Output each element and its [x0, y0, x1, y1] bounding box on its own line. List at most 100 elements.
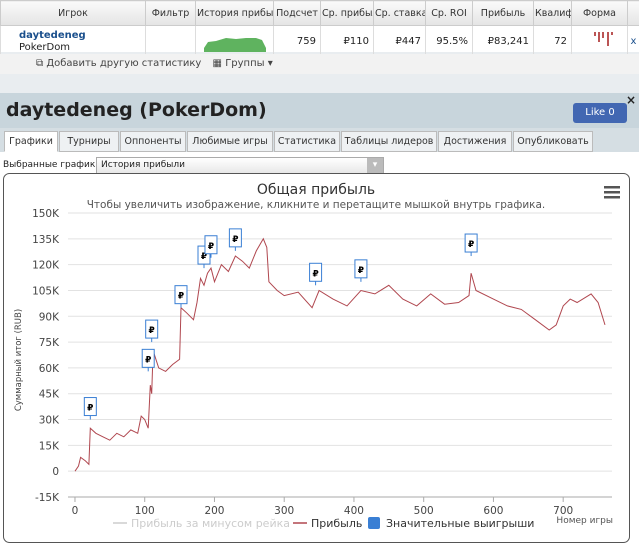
tab[interactable]: Графики — [4, 131, 58, 152]
marker-label: ₽ — [468, 240, 474, 250]
win-marker[interactable]: ₽ — [354, 259, 368, 282]
marker-box — [309, 262, 323, 282]
y-axis-label: Суммарный итог (RUB) — [14, 309, 24, 411]
like-button[interactable]: Like 0 — [573, 103, 627, 123]
y-tick-label: 45K — [39, 389, 60, 401]
marker-label: ₽ — [178, 292, 184, 302]
chart: Общая прибыль Чтобы увеличить изображени… — [3, 173, 630, 543]
column-header[interactable]: Ср. ставка — [373, 0, 426, 26]
column-header-empty — [627, 0, 639, 26]
y-tick-label: 135K — [32, 234, 60, 246]
marker-box — [141, 348, 155, 368]
y-tick-label: 30K — [39, 415, 60, 427]
chart-subtitle: Чтобы увеличить изображение, кликните и … — [87, 199, 546, 211]
tab[interactable]: Достижения — [438, 131, 512, 152]
win-marker[interactable]: ₽ — [83, 397, 97, 420]
marker-box — [174, 285, 188, 305]
marker-label: ₽ — [87, 404, 93, 414]
tabs: Графики Турниры Оппоненты Любимые игры Стати… — [0, 128, 639, 152]
win-marker[interactable]: ₽ — [204, 235, 218, 258]
y-tick-label: 120K — [32, 260, 60, 272]
legend-swatch — [368, 517, 380, 529]
marker-label: ₽ — [312, 269, 318, 279]
column-header[interactable]: Ср. ROI — [425, 0, 473, 26]
sparkline — [204, 38, 266, 52]
column-header[interactable]: Подсчет — [273, 0, 321, 26]
selector[interactable]: История прибыли ▾ — [96, 157, 384, 174]
y-tick-label: 0 — [52, 466, 59, 478]
marker-label: ₽ — [201, 252, 207, 262]
tab[interactable]: Опубликовать — [513, 131, 593, 152]
win-marker[interactable]: ₽ — [145, 319, 159, 343]
column-header[interactable]: Ср. прибыль — [320, 0, 374, 26]
tab[interactable]: Турниры — [59, 131, 119, 152]
x-tick-label: 700 — [553, 505, 573, 517]
toolbar: ⧉ Добавить другую статистику ▦ Группы ▾ — [0, 54, 639, 74]
column-header[interactable]: История прибыли — [195, 0, 274, 26]
selector-value: История прибыли — [101, 160, 185, 170]
y-tick-label: -15K — [35, 492, 60, 504]
column-header[interactable]: Игрок — [0, 0, 146, 26]
marker-label: ₽ — [358, 266, 364, 276]
player-title: daytedeneg (PokerDom) — [6, 99, 267, 121]
add-stat[interactable]: Добавить другую статистику — [46, 58, 202, 69]
profit: ₽83,241 — [472, 25, 534, 58]
tab[interactable]: Оппоненты — [120, 131, 186, 152]
x-tick-label: 300 — [274, 505, 294, 517]
marker-label: ₽ — [145, 355, 151, 365]
x-tick-label: 100 — [135, 505, 155, 517]
column-header[interactable]: Прибыль — [472, 0, 534, 26]
roi: 95.5% — [425, 25, 473, 58]
avg-stake: ₽447 — [373, 25, 426, 58]
legend-label[interactable]: Прибыль за минусом рейка — [131, 517, 290, 530]
x-axis-label: Номер игры — [556, 516, 613, 526]
profit-line — [74, 237, 606, 472]
tab[interactable]: Таблицы лидеров — [341, 131, 437, 152]
marker-box — [204, 235, 218, 255]
column-header[interactable]: Квалиф — [533, 0, 572, 26]
avg-profit: ₽110 — [320, 25, 374, 58]
count: 759 — [273, 25, 321, 58]
win-marker[interactable]: ₽ — [228, 228, 242, 251]
marker-box — [464, 233, 478, 253]
player-link[interactable]: daytedeneg — [19, 29, 86, 41]
site: PokerDom — [19, 41, 71, 53]
win-marker[interactable]: ₽ — [174, 285, 188, 308]
qual: 72 — [533, 25, 572, 58]
selector-label: Выбранные графики: — [3, 160, 105, 170]
y-tick-label: 105K — [32, 285, 60, 297]
close-row[interactable]: x — [627, 25, 639, 58]
y-tick-label: 60K — [39, 363, 60, 375]
legend-label[interactable]: Значительные выигрыши — [386, 517, 534, 530]
column-header[interactable]: Фильтр — [145, 0, 196, 26]
marker-box — [228, 228, 242, 248]
y-tick-label: 75K — [39, 337, 60, 349]
marker-label: ₽ — [232, 235, 238, 245]
groups[interactable]: Группы — [225, 58, 265, 69]
y-tick-label: 90K — [39, 311, 60, 323]
marker-label: ₽ — [208, 242, 214, 252]
win-marker[interactable]: ₽ — [464, 233, 478, 257]
x-tick-label: 400 — [344, 505, 364, 517]
tab[interactable]: Статистика — [274, 131, 340, 152]
tab[interactable]: Любимые игры — [187, 131, 273, 152]
marker-box — [145, 319, 159, 339]
menu-icon[interactable] — [604, 186, 620, 199]
marker-box — [354, 259, 368, 279]
legend-label[interactable]: Прибыль — [311, 517, 362, 530]
y-tick-label: 15K — [39, 440, 60, 452]
column-header[interactable]: Форма — [571, 0, 628, 26]
close[interactable]: × — [625, 93, 636, 107]
win-marker[interactable]: ₽ — [141, 348, 155, 372]
form-bars — [594, 32, 613, 46]
player-header: daytedeneg (PokerDom) Like 0 × — [0, 93, 639, 128]
x-tick-label: 0 — [72, 505, 79, 517]
y-tick-label: 150K — [32, 208, 60, 220]
win-marker[interactable]: ₽ — [309, 262, 323, 286]
marker-box — [83, 397, 97, 417]
x-tick-label: 200 — [204, 505, 224, 517]
chart-title: Общая прибыль — [257, 182, 375, 198]
x-tick-label: 600 — [483, 505, 503, 517]
